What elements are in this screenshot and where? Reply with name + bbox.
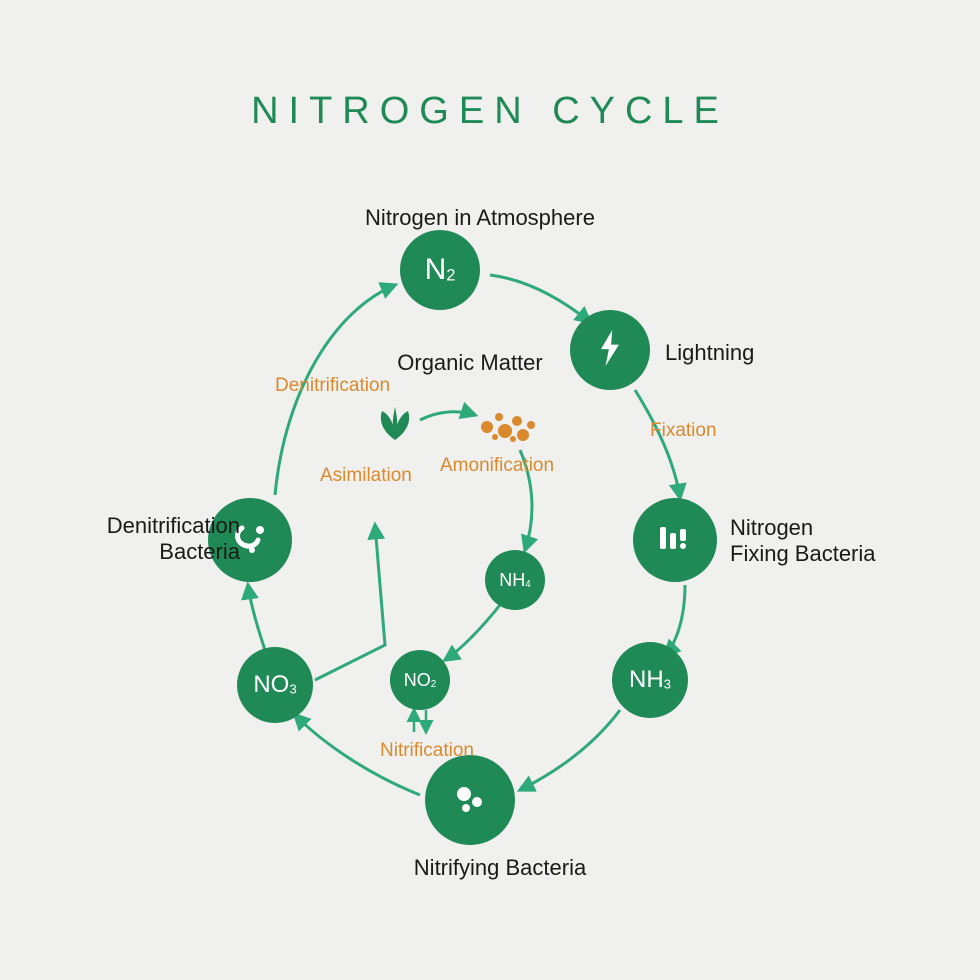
label-nitrify: Nitrifying Bacteria	[370, 855, 630, 881]
node-label-no3: NO3	[253, 673, 296, 697]
process-nitrification: Nitrification	[380, 740, 474, 762]
node-nh4: NH4	[485, 550, 545, 610]
process-denitrification: Denitrification	[275, 375, 390, 397]
diagram-title: NITROGEN CYCLE	[0, 90, 980, 133]
bolt-icon	[596, 330, 624, 371]
process-amonification: Amonification	[440, 455, 554, 477]
arrow-nh4-to-no2	[445, 605, 500, 660]
node-nfix	[633, 498, 717, 582]
node-nh3: NH3	[612, 642, 688, 718]
dots-cluster-icon	[475, 405, 545, 450]
arrow-no3-to-denit	[248, 585, 265, 650]
arrow-n2-to-light	[490, 275, 590, 322]
bars-icon	[658, 523, 692, 558]
node-label-nh4: NH4	[499, 571, 531, 590]
process-fixation: Fixation	[650, 420, 717, 442]
node-nitrify	[425, 755, 515, 845]
label-n2: Nitrogen in Atmosphere	[330, 205, 630, 231]
nitrogen-cycle-diagram: N2NH3NO3NH4NO2 Nitrogen in AtmosphereLig…	[120, 210, 860, 910]
dots-icon	[450, 778, 490, 823]
node-n2: N2	[400, 230, 480, 310]
arrow-organic-arrow	[420, 412, 475, 420]
node-no3: NO3	[237, 647, 313, 723]
arrow-light-to-nfix	[635, 390, 680, 498]
label-organic: Organic Matter	[360, 350, 580, 376]
arrow-no3-branch	[315, 525, 385, 680]
label-nfix: NitrogenFixing Bacteria	[730, 515, 900, 568]
label-denitb: DenitrificationBacteria	[40, 513, 240, 566]
arrow-nfix-to-nh3	[665, 585, 685, 655]
node-no2: NO2	[390, 650, 450, 710]
leaf-icon	[370, 405, 420, 445]
node-lightning	[570, 310, 650, 390]
process-asimilation: Asimilation	[320, 465, 412, 487]
node-label-n2: N2	[425, 255, 456, 285]
arrow-nh3-to-nitr	[520, 710, 620, 790]
label-lightning: Lightning	[665, 340, 825, 366]
node-label-nh3: NH3	[629, 668, 671, 692]
node-label-no2: NO2	[404, 671, 437, 690]
